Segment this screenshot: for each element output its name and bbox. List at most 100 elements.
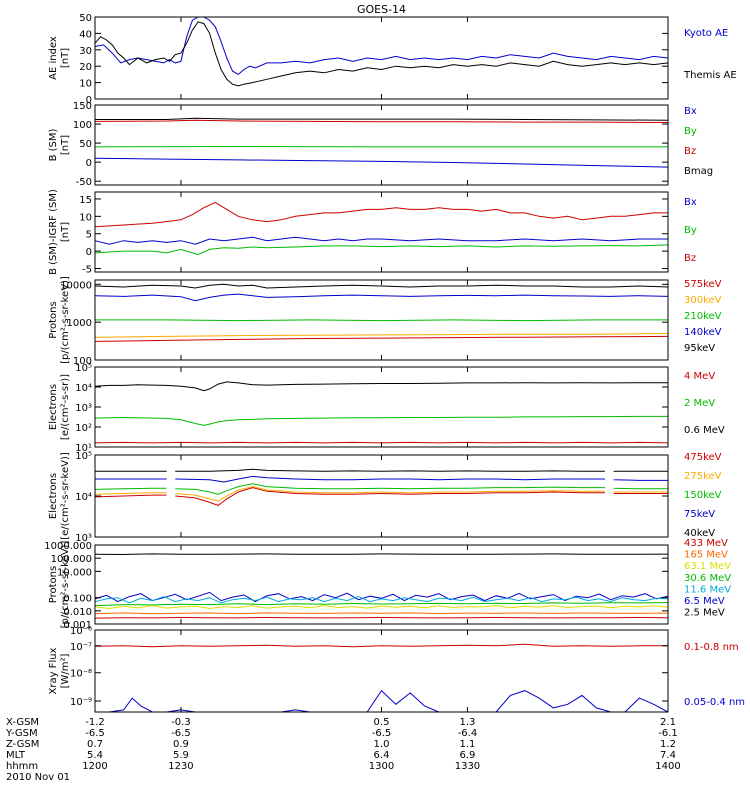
xaxis-value-3-4: 6.4 [374, 750, 390, 761]
xaxis-value-1-1: -1.2 [85, 717, 105, 728]
panel-3-ytick-label-2: 0 [86, 247, 92, 258]
panel-6-data-gap-1 [166, 456, 176, 536]
panel-1-series-2 [94, 21, 669, 87]
xaxis-value-5-5: 1400 [655, 761, 680, 772]
chart-title: GOES-14 [357, 3, 406, 16]
panel-6-legend-2: 275keV [684, 471, 722, 482]
panel-5-ylabel-2: [e/(cm²-s-sr)] [60, 374, 71, 440]
panel-2-series-4 [94, 157, 669, 168]
panel-4-legend-3: 210keV [684, 311, 722, 322]
panel-4-series-2 [94, 293, 669, 302]
xaxis-value-1-3: 0.7 [87, 739, 103, 750]
panel-3-legend-3: Bz [684, 253, 696, 264]
panel-4-ytick-label-1: 100 [73, 356, 92, 367]
panel-1-ylabel-2: [nT] [60, 48, 71, 68]
panel-7-legend-4: 30.6 MeV [684, 573, 731, 584]
panel-7: 0.001 0.010 0.100 10.000 100.000 1000.000 Prot… [44, 538, 731, 631]
xaxis-value-4-2: -6.4 [458, 728, 478, 739]
panel-8-frame [94, 629, 669, 713]
panel-2-legend-4: Bmag [684, 166, 713, 177]
panel-7-ylabel-2: [p/(cm²-s-sr-keV)] [60, 541, 71, 629]
panel-4-legend-4: 140keV [684, 327, 722, 338]
panel-3-frame [94, 191, 669, 273]
panel-6-ytick-label-3: 10⁵ [75, 451, 92, 462]
panel-4-series-3 [95, 319, 668, 322]
panel-4-legend-1: 575keV [684, 279, 722, 290]
xaxis-value-1-5: 1200 [82, 761, 107, 772]
panel-1-series [94, 16, 669, 87]
panel-3-series-3 [94, 244, 669, 256]
panel-2: -50 0 50 100 150 B (SM) [nT] Bx By Bz Bmag [48, 101, 713, 188]
panel-4-series-5 [94, 335, 669, 342]
xaxis-row-label-2: Y-GSM [5, 728, 38, 739]
panel-1: 0 10 20 30 40 50 AE index [nT] Kyoto AE Themis AE [48, 13, 737, 106]
panel-8-ytick-label-4: 10⁻⁶ [70, 626, 92, 637]
xaxis-value-4-3: 1.1 [459, 739, 475, 750]
xaxis-value-5-3: 1.2 [660, 739, 676, 750]
panel-3-legend-1: Bx [684, 197, 697, 208]
xaxis-value-2-4: 5.9 [173, 750, 189, 761]
panel-1-ytick-label-3: 20 [79, 62, 92, 73]
panel-8-legend-1: 0.1-0.8 nm [684, 642, 739, 653]
panel-7-ylabel-1: Protons [48, 566, 59, 603]
panel-5-frame [94, 366, 669, 448]
panel-5-ylabel-1: Electrons [48, 384, 59, 430]
xaxis-value-1-4: 5.4 [87, 750, 103, 761]
panel-4-ylabel-2: [p/(cm²-s-sr-keV)] [60, 276, 71, 364]
panel-6-ylabel-2: [e/(cm²-s-sr-keV)] [60, 452, 71, 540]
panel-3-series-1 [94, 201, 668, 228]
xaxis-row-label-1: X-GSM [6, 717, 39, 728]
panel-5-series-1 [94, 381, 668, 392]
panel-7-series-3 [94, 596, 669, 604]
panel-5-ytick-label-2: 10² [75, 423, 92, 434]
panel-7-series [94, 553, 669, 619]
panel-5-series [94, 381, 669, 444]
panel-8-ytick-label-1: 10⁻⁹ [70, 697, 92, 708]
panel-8-series [94, 643, 669, 713]
panel-4-legend-2: 300keV [684, 295, 722, 306]
xaxis-value-5-4: 7.4 [660, 750, 676, 761]
xaxis-value-5-1: 2.1 [660, 717, 676, 728]
panel-4-ytick-label-2: 1000 [67, 318, 92, 329]
panel-2-ylabel-1: B (SM) [48, 128, 59, 161]
panel-6-series-5 [94, 487, 668, 506]
panel-5-legend-1: 4 MeV [684, 371, 715, 382]
panel-3-ylabel-1: B (SM)-IGRF (SM) [48, 189, 59, 275]
panel-6-frame [94, 454, 669, 538]
panel-5-ytick-label-4: 10⁴ [75, 383, 92, 394]
panel-2-legend-1: Bx [684, 106, 697, 117]
panel-2-ytick-label-1: -50 [76, 177, 92, 188]
panel-8-series-2 [95, 689, 669, 713]
panel-5: 10¹ 10² 10³ 10⁴ 10⁵ Electrons [e/(cm²-s-sr)] 4 … [48, 363, 725, 454]
xaxis-row-label-5: hhmm [6, 761, 38, 772]
panel-7-series-6 [94, 612, 669, 615]
panel-7-ytick-label-3: 0.100 [63, 594, 92, 605]
xaxis-value-4-4: 6.9 [459, 750, 475, 761]
panel-5-ytick-label-3: 10³ [75, 403, 92, 414]
xaxis-value-1-2: -6.5 [85, 728, 105, 739]
date-label: 2010 Nov 01 [6, 772, 70, 783]
panel-7-legend-7: 2.5 MeV [684, 608, 725, 619]
xaxis-value-2-5: 1230 [168, 761, 193, 772]
panel-4-series [94, 283, 669, 342]
panel-2-series [94, 117, 669, 168]
panel-5-ytick-label-5: 10⁵ [75, 363, 92, 374]
panel-4-ylabel-1: Protons [48, 301, 59, 338]
panel-2-ytick-label-3: 50 [79, 139, 92, 150]
panel-7-legend-3: 63.1 MeV [684, 561, 731, 572]
panel-3-series [94, 201, 669, 256]
panel-7-ytick-label-4: 10.000 [57, 567, 92, 578]
xaxis-value-4-1: 1.3 [459, 717, 475, 728]
xaxis-value-2-3: 0.9 [173, 739, 189, 750]
panel-8-ylabel-1: Xray Flux [48, 647, 59, 694]
panel-6-series [94, 468, 668, 506]
panel-6-series-4 [94, 486, 668, 502]
panel-2-ytick-label-5: 150 [73, 101, 92, 112]
panel-3-ylabel-2: [nT] [60, 222, 71, 242]
panel-6-legend-3: 150keV [684, 490, 722, 501]
panel-8-ylabel-2: [W/m²] [60, 653, 71, 688]
panel-7-ytick-label-1: 0.001 [63, 620, 92, 631]
panel-2-series-2 [94, 119, 669, 123]
panel-2-legend-2: By [684, 126, 697, 137]
